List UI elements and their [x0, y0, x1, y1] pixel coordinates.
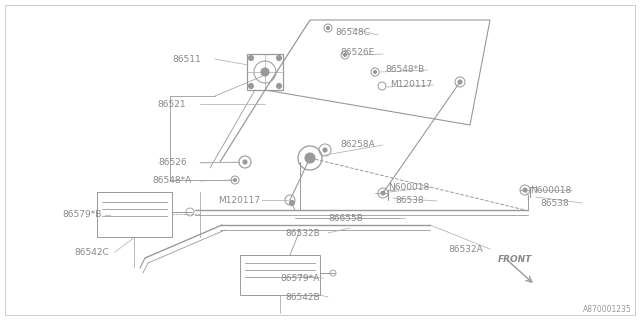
- Circle shape: [248, 84, 253, 89]
- Text: 86548*B: 86548*B: [385, 65, 424, 74]
- Text: 86258A: 86258A: [340, 140, 375, 149]
- Circle shape: [261, 68, 269, 76]
- Bar: [247, 54, 283, 90]
- Circle shape: [276, 55, 282, 60]
- Text: N600018: N600018: [530, 186, 572, 195]
- Circle shape: [381, 191, 385, 195]
- Text: 86579*B: 86579*B: [62, 210, 101, 219]
- Circle shape: [305, 153, 315, 163]
- Text: FRONT: FRONT: [498, 255, 532, 264]
- Circle shape: [374, 70, 376, 74]
- Text: 86532B: 86532B: [285, 229, 320, 238]
- Text: 86526E: 86526E: [340, 48, 374, 57]
- Circle shape: [234, 179, 237, 181]
- Text: 86542B: 86542B: [285, 293, 319, 302]
- Circle shape: [523, 188, 527, 192]
- Text: M120117: M120117: [390, 80, 432, 89]
- Text: 86579*A: 86579*A: [280, 274, 319, 283]
- Circle shape: [248, 55, 253, 60]
- Text: 86542C: 86542C: [74, 248, 109, 257]
- Text: A870001235: A870001235: [583, 305, 632, 314]
- Text: 86526: 86526: [158, 158, 187, 167]
- Circle shape: [323, 148, 327, 152]
- Text: N600018: N600018: [388, 183, 429, 192]
- Circle shape: [289, 201, 294, 205]
- Circle shape: [276, 84, 282, 89]
- Bar: [240, 255, 320, 295]
- Text: 86538: 86538: [540, 199, 569, 208]
- Circle shape: [344, 53, 346, 57]
- Text: 86511: 86511: [172, 55, 201, 64]
- Text: 86548*A: 86548*A: [152, 176, 191, 185]
- Text: 86532A: 86532A: [448, 245, 483, 254]
- Text: 86538: 86538: [395, 196, 424, 205]
- Circle shape: [458, 80, 462, 84]
- Text: M120117: M120117: [218, 196, 260, 205]
- Circle shape: [243, 160, 247, 164]
- Text: 86521: 86521: [157, 100, 186, 109]
- Text: 86655B: 86655B: [328, 214, 363, 223]
- Bar: [97, 192, 172, 237]
- Circle shape: [326, 27, 330, 29]
- Text: 86548C: 86548C: [335, 28, 370, 37]
